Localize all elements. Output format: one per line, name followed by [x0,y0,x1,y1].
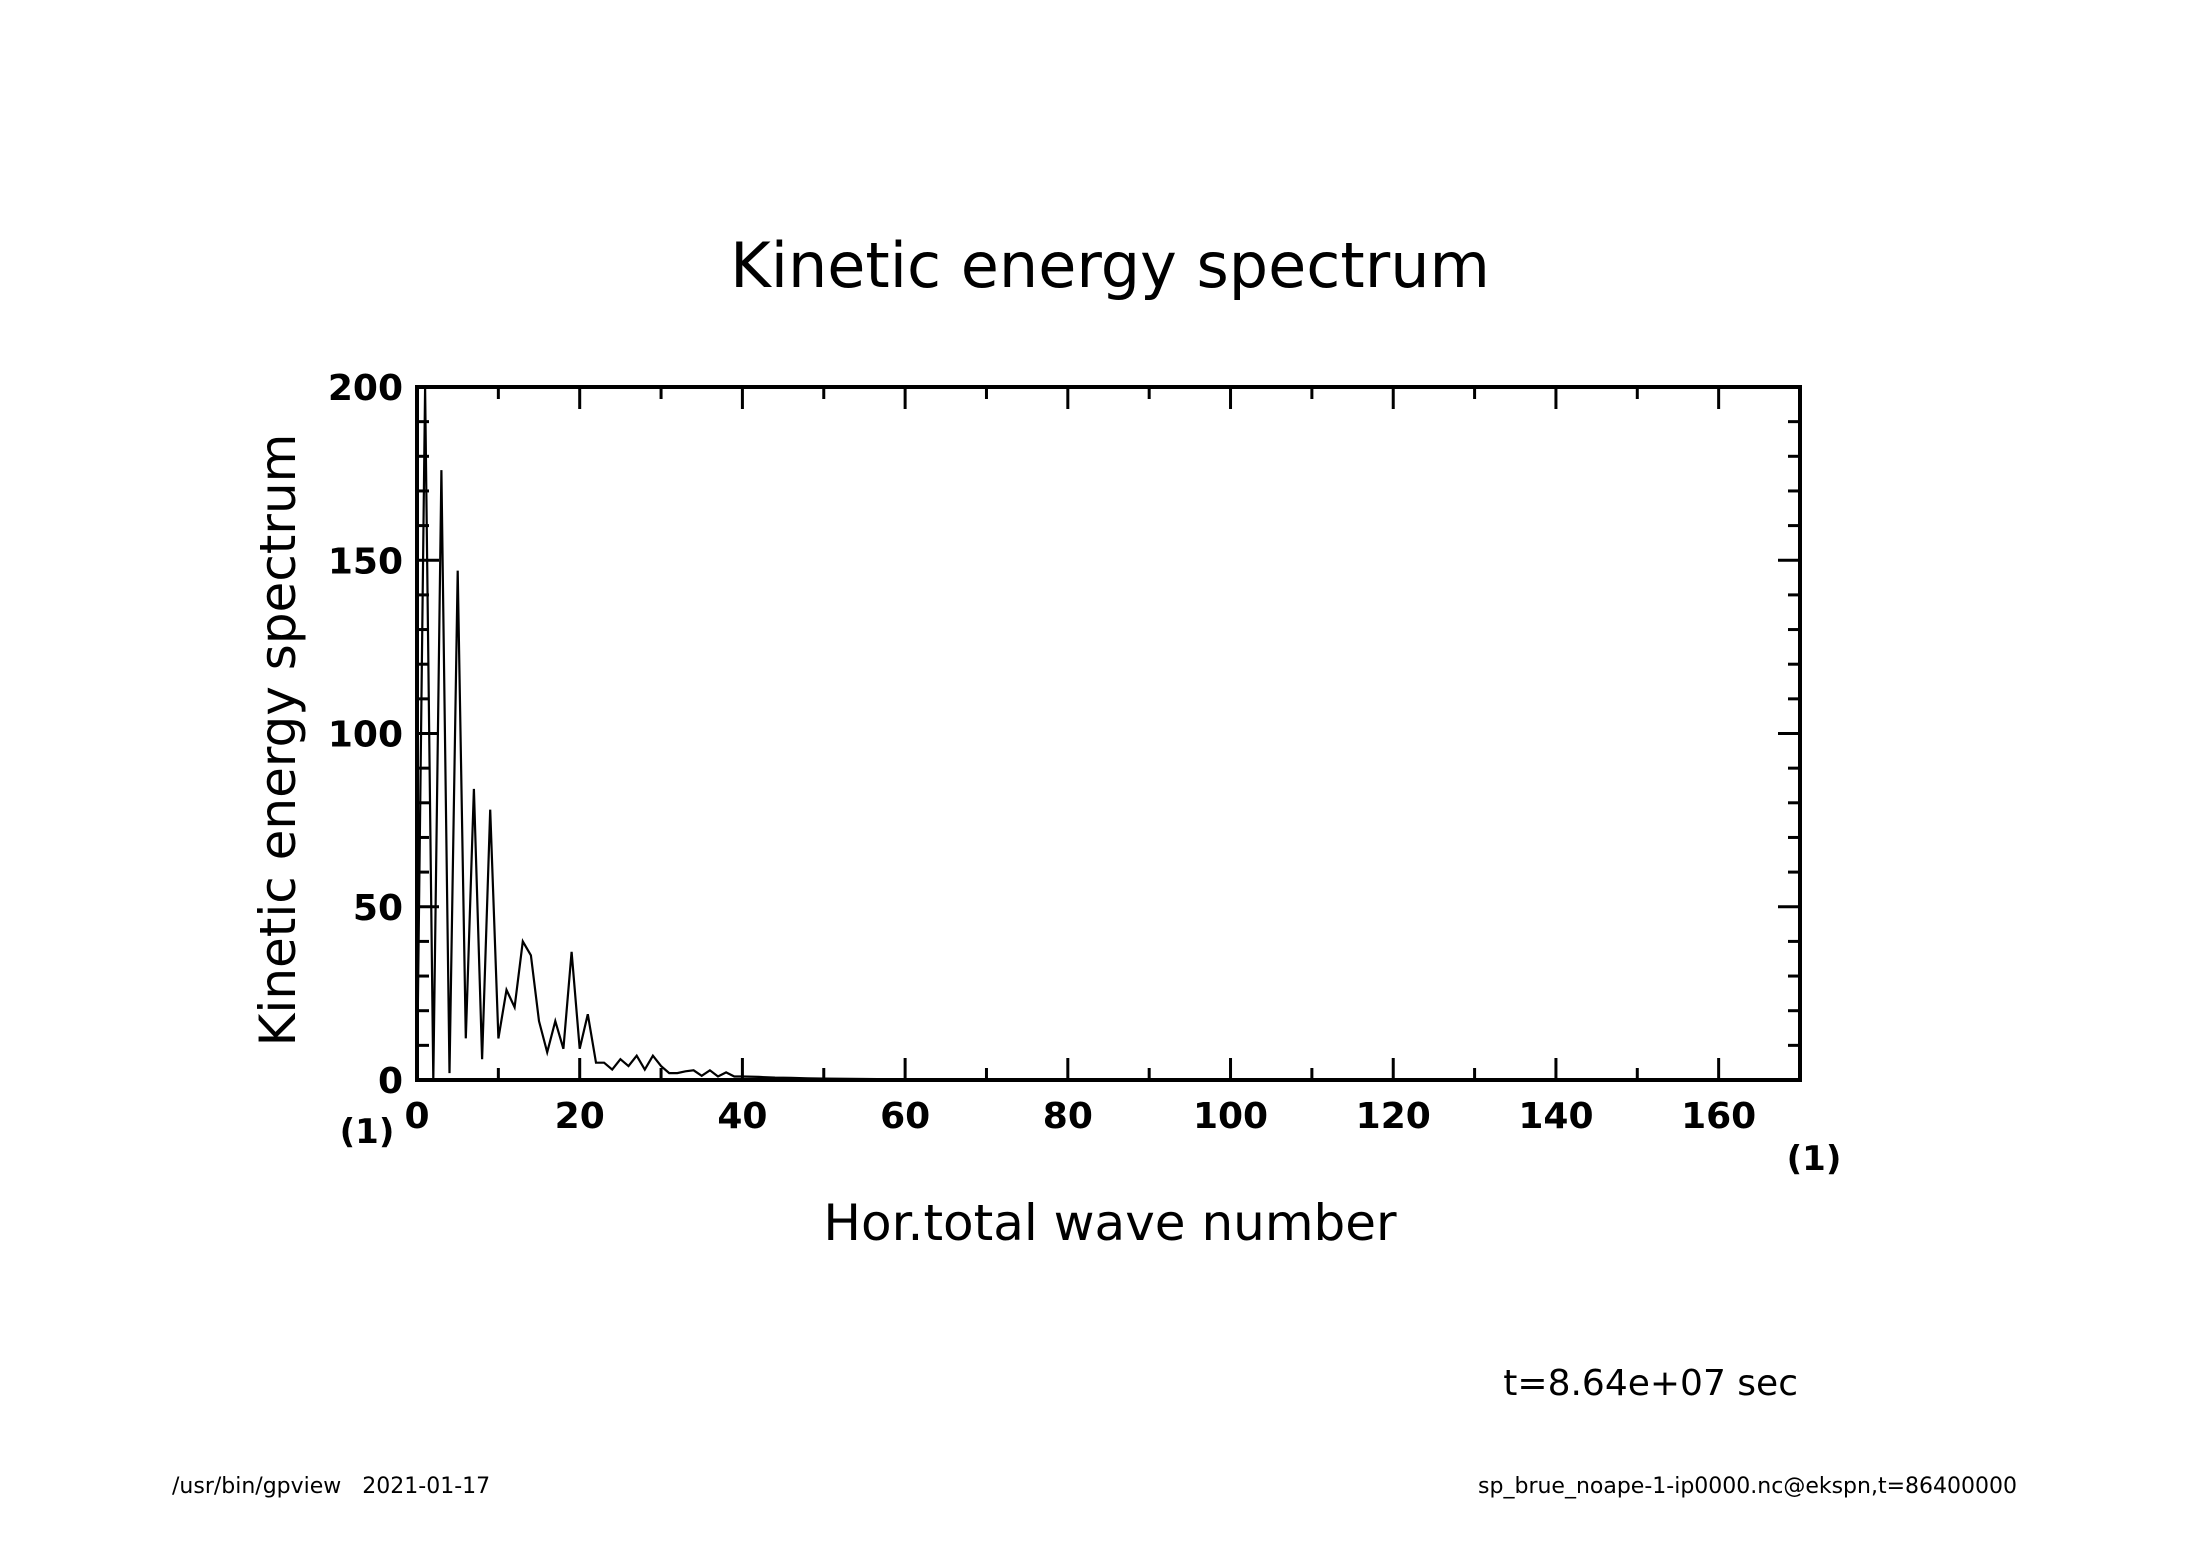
x-tick-label: 80 [1043,1096,1093,1137]
x-tick-label: 160 [1681,1096,1756,1137]
x-axis-origin-unit: (1) [340,1112,395,1152]
y-tick-label: 150 [328,541,403,582]
y-tick-label: 0 [378,1061,403,1102]
x-tick-label: 140 [1518,1096,1593,1137]
footer-right: sp_brue_noape-1-ip0000.nc@ekspn,t=864000… [1478,1474,2017,1499]
x-axis-end-unit: (1) [1787,1139,1842,1179]
plot-border [415,385,1802,1082]
series-group [415,386,1800,1082]
x-axis-label: Hor.total wave number [823,1194,1397,1252]
footer-left: /usr/bin/gpview 2021-01-17 [172,1474,490,1499]
y-tick-label: 100 [328,715,403,756]
x-tick-label: 120 [1356,1096,1431,1137]
x-tick-label: 100 [1193,1096,1268,1137]
series-line [415,386,1800,1082]
chart-title: Kinetic energy spectrum [730,229,1490,302]
y-tick-label: 50 [353,888,403,929]
x-tick-label: 60 [880,1096,930,1137]
plot-frame [415,385,1802,1082]
y-tick-label: 200 [328,368,403,409]
x-tick-label: 0 [404,1096,429,1137]
x-tick-label: 20 [555,1096,605,1137]
x-tick-label: 40 [717,1096,767,1137]
time-annotation: t=8.64e+07 sec [1503,1363,1798,1404]
y-axis-ticks: 0 50 100 150 200 [328,368,1800,1102]
x-axis-ticks: 0 20 40 60 80 100 120 140 160 [404,387,1802,1137]
y-axis-label: Kinetic energy spectrum [249,434,307,1047]
